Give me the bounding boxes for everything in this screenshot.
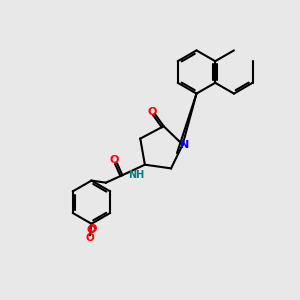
Text: O: O bbox=[85, 233, 94, 243]
Text: O: O bbox=[87, 225, 96, 236]
Text: O: O bbox=[87, 224, 97, 234]
Text: O: O bbox=[109, 155, 119, 165]
Text: N: N bbox=[179, 140, 189, 150]
Text: NH: NH bbox=[128, 170, 144, 180]
Text: O: O bbox=[148, 107, 157, 117]
